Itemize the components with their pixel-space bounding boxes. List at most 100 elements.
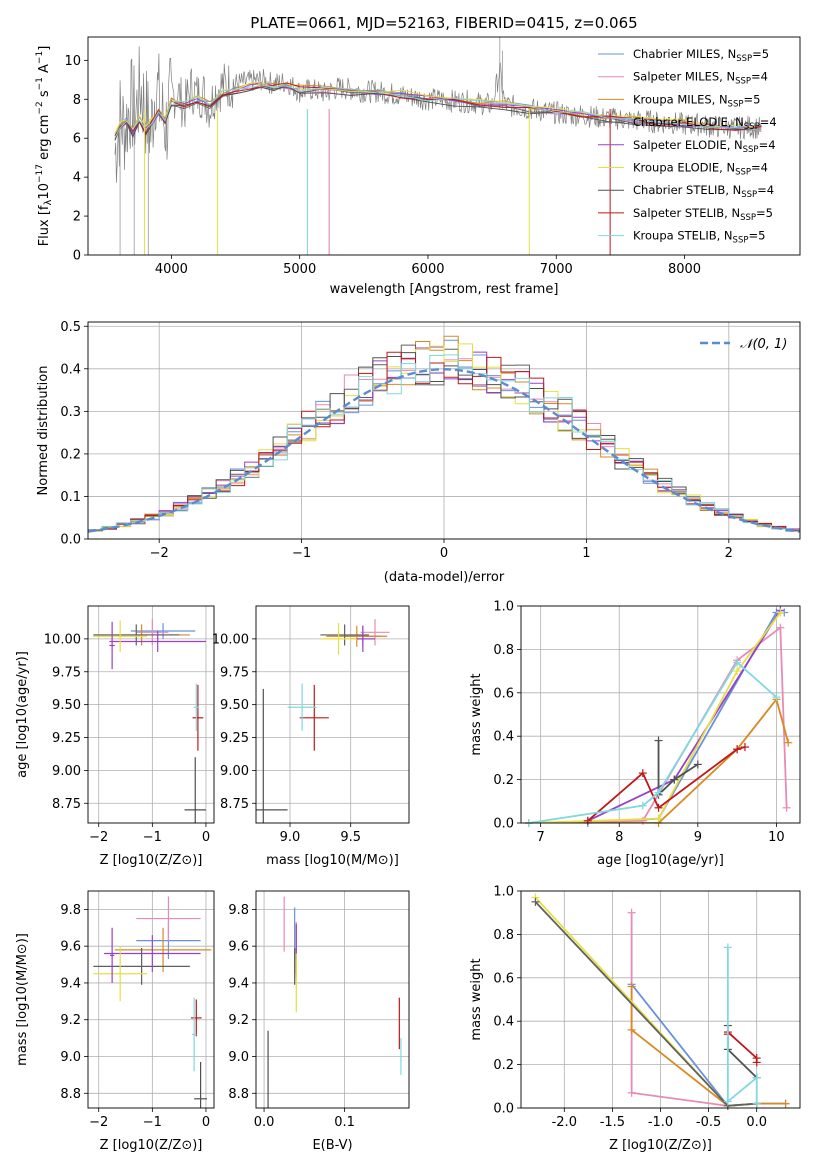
x-tick-label: 1 xyxy=(582,546,590,561)
weight-series-line xyxy=(657,740,699,797)
legend-entry: Kroupa STELIB, NSSP=5 xyxy=(633,229,765,246)
y-tick-label: 10 xyxy=(64,54,81,69)
y-tick-label: 4 xyxy=(73,171,81,186)
legend-entry: Kroupa ELODIE, NSSP=4 xyxy=(633,161,768,178)
x-tick-label: 10 xyxy=(768,830,785,845)
legend-entry: 𝒩(0, 1) xyxy=(740,337,787,352)
y-tick-label: 0.1 xyxy=(60,490,81,505)
y-tick-label: 0.2 xyxy=(493,1058,514,1073)
x-tick-label: −2 xyxy=(89,1115,108,1130)
chart-title: PLATE=0661, MJD=52163, FIBERID=0415, z=0… xyxy=(250,14,637,32)
y-tick-label: 9.8 xyxy=(228,903,249,918)
y-tick-label: 9.2 xyxy=(60,1013,81,1028)
x-tick-label: -2.0 xyxy=(552,1115,577,1130)
x-tick-label: 8 xyxy=(615,830,623,845)
x-tick-label: 6000 xyxy=(411,262,444,277)
residuals-frame xyxy=(87,321,801,540)
x-tick-label: -1.5 xyxy=(600,1115,625,1130)
y-tick-label: 9.00 xyxy=(52,764,81,779)
y-tick-label: 0.0 xyxy=(493,1102,514,1117)
legend-entry: Chabrier STELIB, NSSP=4 xyxy=(633,183,774,200)
legend-entry: Salpeter MILES, NSSP=4 xyxy=(633,70,768,87)
y-tick-label: 9.75 xyxy=(220,665,249,680)
x-tick-label: 7000 xyxy=(540,262,573,277)
weight-series-line xyxy=(726,947,758,1104)
weight-series-line xyxy=(726,1030,758,1063)
x-axis-label: Z [log10(Z/Z⊙)] xyxy=(609,1138,712,1153)
y-tick-label: 9.2 xyxy=(228,1013,249,1028)
x-tick-label: 8000 xyxy=(668,262,701,277)
x-tick-label: -0.5 xyxy=(696,1115,721,1130)
y-tick-label: 9.25 xyxy=(52,731,81,746)
y-axis-label: age [log10(age/yr)] xyxy=(15,651,30,778)
spectrum-frame xyxy=(87,36,801,256)
y-tick-label: 9.25 xyxy=(220,731,249,746)
x-axis-label: E(B-V) xyxy=(312,1138,352,1153)
legend-entry: Salpeter STELIB, NSSP=5 xyxy=(633,206,773,223)
residual-histogram xyxy=(88,354,800,533)
y-tick-label: 1.0 xyxy=(493,885,514,900)
x-tick-label: 0.0 xyxy=(254,1115,275,1130)
y-tick-label: 0.8 xyxy=(493,643,514,658)
y-tick-label: 10.00 xyxy=(44,632,81,647)
y-tick-label: 6 xyxy=(73,132,81,147)
y-tick-label: 9.6 xyxy=(60,940,81,955)
legend-entry: Kroupa MILES, NSSP=5 xyxy=(633,92,760,109)
model-spectrum-line xyxy=(114,81,762,134)
x-tick-label: 0 xyxy=(202,830,210,845)
y-tick-label: 8.75 xyxy=(220,797,249,812)
model-spectrum-line xyxy=(114,82,762,136)
y-tick-label: 0.6 xyxy=(493,971,514,986)
x-tick-label: 9.0 xyxy=(280,830,301,845)
model-spectrum-line xyxy=(114,85,762,138)
weight_vs_Z-grid xyxy=(521,890,800,1109)
x-tick-label: 0.0 xyxy=(746,1115,767,1130)
y-tick-label: 9.6 xyxy=(228,940,249,955)
weight-series-line xyxy=(528,661,778,823)
mass_vs_EBV-frame xyxy=(255,890,410,1109)
legend-entry: Salpeter ELODIE, NSSP=4 xyxy=(633,138,776,155)
y-tick-label: 0.4 xyxy=(493,1015,514,1030)
x-tick-label: -1.0 xyxy=(648,1115,673,1130)
y-axis-label: mass weight xyxy=(469,673,484,755)
y-tick-label: 9.50 xyxy=(220,698,249,713)
x-tick-label: 9 xyxy=(694,830,702,845)
x-tick-label: 4000 xyxy=(155,262,188,277)
y-tick-label: 1.0 xyxy=(493,600,514,615)
y-tick-label: 0.3 xyxy=(60,405,81,420)
x-tick-label: −1 xyxy=(292,546,311,561)
y-tick-label: 9.00 xyxy=(220,764,249,779)
weight_vs_Z-frame xyxy=(520,890,801,1109)
y-tick-label: 0 xyxy=(73,249,81,264)
y-tick-label: 0.8 xyxy=(493,928,514,943)
x-axis-label: wavelength [Angstrom, rest frame] xyxy=(330,282,559,297)
y-tick-label: 8.8 xyxy=(228,1087,249,1102)
gaussian-curve xyxy=(88,368,800,533)
y-tick-label: 0.0 xyxy=(60,533,81,548)
y-tick-label: 8.75 xyxy=(52,797,81,812)
legend-entry: Chabrier MILES, NSSP=5 xyxy=(633,47,769,64)
y-tick-label: 0.2 xyxy=(493,773,514,788)
x-axis-label: (data-model)/error xyxy=(384,570,505,585)
x-tick-label: 9.5 xyxy=(340,830,361,845)
weight-series-line xyxy=(528,611,782,823)
y-tick-label: 9.50 xyxy=(52,698,81,713)
age_vs_mass-frame xyxy=(255,605,410,824)
age_vs_Z-frame xyxy=(87,605,215,824)
y-tick-label: 9.4 xyxy=(60,976,81,991)
x-tick-label: −2 xyxy=(150,546,169,561)
x-tick-label: 5000 xyxy=(283,262,316,277)
mass_vs_Z-frame xyxy=(87,890,215,1109)
x-tick-label: −1 xyxy=(143,830,162,845)
x-axis-label: Z [log10(Z/Z⊙)] xyxy=(100,1138,203,1153)
y-tick-label: 0.4 xyxy=(493,730,514,745)
y-tick-label: 10.00 xyxy=(212,632,249,647)
y-tick-label: 2 xyxy=(73,210,81,225)
x-tick-label: 0.1 xyxy=(334,1115,355,1130)
y-tick-label: 8.8 xyxy=(60,1087,81,1102)
x-axis-label: mass [log10(M/M⊙)] xyxy=(266,853,399,868)
x-tick-label: 0 xyxy=(202,1115,210,1130)
x-tick-label: 2 xyxy=(725,546,733,561)
y-tick-label: 0.2 xyxy=(60,447,81,462)
